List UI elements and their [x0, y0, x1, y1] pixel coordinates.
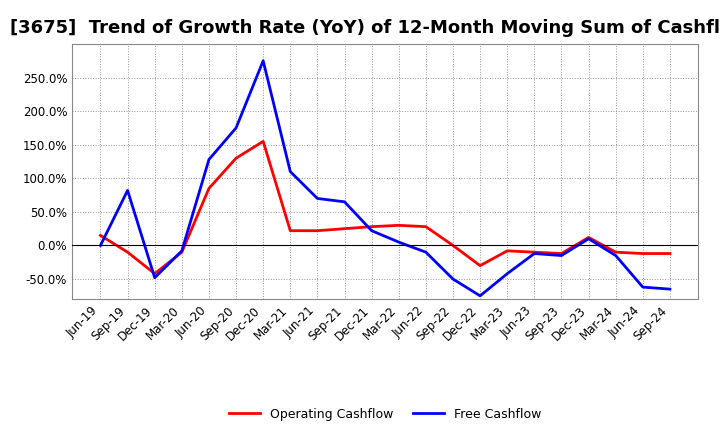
- Operating Cashflow: [557, 251, 566, 256]
- Operating Cashflow: [232, 155, 240, 161]
- Operating Cashflow: [204, 186, 213, 191]
- Operating Cashflow: [313, 228, 322, 233]
- Free Cashflow: [584, 236, 593, 242]
- Operating Cashflow: [611, 249, 620, 255]
- Free Cashflow: [259, 58, 268, 63]
- Operating Cashflow: [123, 249, 132, 255]
- Free Cashflow: [476, 293, 485, 298]
- Free Cashflow: [395, 239, 403, 245]
- Operating Cashflow: [449, 243, 457, 248]
- Free Cashflow: [421, 249, 430, 255]
- Operating Cashflow: [395, 223, 403, 228]
- Free Cashflow: [341, 199, 349, 205]
- Free Cashflow: [557, 253, 566, 258]
- Operating Cashflow: [341, 226, 349, 231]
- Operating Cashflow: [421, 224, 430, 229]
- Free Cashflow: [665, 286, 674, 292]
- Title: [3675]  Trend of Growth Rate (YoY) of 12-Month Moving Sum of Cashflows: [3675] Trend of Growth Rate (YoY) of 12-…: [11, 19, 720, 37]
- Free Cashflow: [96, 243, 105, 248]
- Free Cashflow: [313, 196, 322, 201]
- Operating Cashflow: [665, 251, 674, 256]
- Free Cashflow: [178, 248, 186, 253]
- Free Cashflow: [639, 285, 647, 290]
- Operating Cashflow: [178, 249, 186, 255]
- Free Cashflow: [530, 251, 539, 256]
- Free Cashflow: [232, 125, 240, 131]
- Free Cashflow: [449, 276, 457, 282]
- Free Cashflow: [150, 275, 159, 280]
- Operating Cashflow: [476, 263, 485, 268]
- Free Cashflow: [367, 228, 376, 233]
- Legend: Operating Cashflow, Free Cashflow: Operating Cashflow, Free Cashflow: [224, 403, 546, 425]
- Operating Cashflow: [639, 251, 647, 256]
- Operating Cashflow: [503, 248, 511, 253]
- Operating Cashflow: [150, 271, 159, 276]
- Operating Cashflow: [259, 139, 268, 144]
- Line: Free Cashflow: Free Cashflow: [101, 61, 670, 296]
- Operating Cashflow: [584, 235, 593, 240]
- Line: Operating Cashflow: Operating Cashflow: [101, 141, 670, 274]
- Free Cashflow: [123, 188, 132, 193]
- Free Cashflow: [503, 271, 511, 276]
- Free Cashflow: [286, 169, 294, 174]
- Free Cashflow: [611, 253, 620, 258]
- Operating Cashflow: [530, 249, 539, 255]
- Operating Cashflow: [96, 233, 105, 238]
- Free Cashflow: [204, 157, 213, 162]
- Operating Cashflow: [367, 224, 376, 229]
- Operating Cashflow: [286, 228, 294, 233]
